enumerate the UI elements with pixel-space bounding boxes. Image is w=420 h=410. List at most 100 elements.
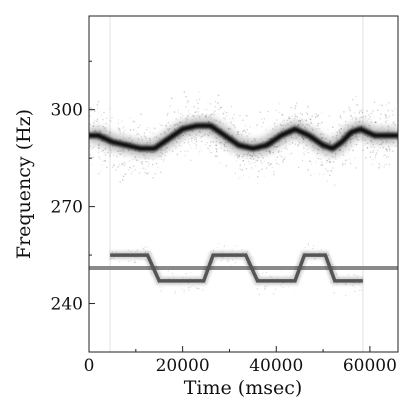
- noise-speckle: [197, 107, 199, 109]
- noise-speckle: [329, 174, 331, 177]
- noise-speckle: [298, 166, 300, 169]
- noise-speckle: [360, 116, 362, 118]
- noise-speckle: [324, 154, 326, 156]
- noise-speckle: [242, 155, 244, 158]
- noise-speckle: [232, 119, 235, 121]
- noise-speckle: [306, 250, 309, 252]
- noise-speckle: [181, 288, 183, 290]
- noise-speckle: [305, 150, 307, 152]
- noise-speckle: [140, 136, 143, 138]
- noise-speckle: [356, 104, 359, 106]
- noise-speckle: [214, 100, 217, 103]
- noise-speckle: [127, 261, 129, 263]
- noise-speckle: [340, 128, 342, 130]
- noise-speckle: [305, 124, 308, 126]
- noise-speckle: [128, 160, 131, 162]
- noise-speckle: [214, 114, 216, 116]
- noise-speckle: [106, 166, 108, 169]
- noise-speckle: [307, 106, 309, 109]
- noise-speckle: [111, 116, 113, 119]
- noise-speckle: [183, 290, 185, 292]
- noise-speckle: [204, 144, 207, 146]
- noise-speckle: [276, 162, 278, 164]
- noise-speckle: [224, 145, 226, 147]
- noise-speckle: [139, 124, 141, 126]
- noise-speckle: [273, 173, 275, 176]
- noise-speckle: [182, 115, 184, 117]
- noise-speckle: [172, 273, 174, 275]
- noise-speckle: [303, 147, 305, 149]
- noise-speckle: [97, 125, 99, 127]
- noise-speckle: [300, 112, 302, 114]
- noise-speckle: [375, 152, 378, 154]
- noise-speckle: [319, 123, 321, 125]
- noise-speckle: [225, 112, 228, 114]
- noise-speckle: [212, 141, 214, 143]
- noise-speckle: [209, 144, 212, 146]
- noise-speckle: [101, 164, 103, 166]
- noise-speckle: [284, 147, 286, 149]
- noise-speckle: [180, 145, 182, 147]
- noise-speckle: [366, 147, 369, 149]
- noise-speckle: [162, 287, 164, 289]
- noise-speckle: [331, 132, 333, 134]
- noise-speckle: [354, 116, 357, 118]
- noise-speckle: [289, 153, 291, 155]
- noise-speckle: [311, 115, 313, 117]
- noise-speckle: [381, 126, 384, 128]
- noise-speckle: [374, 121, 376, 123]
- noise-speckle: [167, 270, 169, 272]
- noise-speckle: [370, 112, 372, 114]
- noise-speckle: [262, 272, 264, 274]
- noise-speckle: [270, 163, 272, 165]
- noise-speckle: [323, 133, 325, 136]
- noise-speckle: [248, 160, 250, 163]
- noise-speckle: [351, 145, 353, 147]
- noise-speckle: [220, 142, 222, 144]
- noise-speckle: [367, 114, 370, 116]
- noise-speckle: [196, 287, 198, 289]
- noise-speckle: [321, 164, 324, 166]
- noise-speckle: [258, 170, 260, 172]
- noise-speckle: [187, 141, 189, 144]
- noise-speckle: [233, 113, 235, 116]
- noise-speckle: [373, 101, 376, 103]
- noise-speckle: [394, 107, 396, 110]
- noise-speckle: [136, 250, 138, 252]
- noise-speckle: [263, 118, 265, 120]
- noise-speckle: [345, 120, 347, 123]
- noise-speckle: [136, 160, 138, 162]
- noise-speckle: [242, 160, 245, 162]
- noise-speckle: [365, 157, 367, 159]
- noise-speckle: [123, 131, 125, 133]
- noise-speckle: [282, 286, 284, 288]
- noise-speckle: [208, 149, 210, 151]
- noise-speckle: [163, 131, 165, 133]
- noise-speckle: [385, 115, 387, 117]
- noise-speckle: [215, 141, 217, 143]
- noise-speckle: [262, 157, 264, 159]
- noise-speckle: [358, 289, 361, 291]
- noise-speckle: [315, 128, 317, 130]
- noise-speckle: [244, 250, 246, 252]
- noise-speckle: [133, 121, 135, 123]
- noise-speckle: [327, 135, 329, 137]
- noise-speckle: [394, 124, 396, 126]
- noise-speckle: [159, 155, 161, 157]
- noise-speckle: [355, 95, 357, 97]
- noise-speckle: [310, 118, 312, 120]
- noise-speckle: [205, 113, 208, 115]
- noise-speckle: [233, 124, 235, 127]
- noise-speckle: [303, 152, 305, 154]
- noise-speckle: [326, 162, 328, 164]
- noise-speckle: [127, 260, 130, 262]
- noise-speckle: [275, 159, 277, 161]
- noise-speckle: [267, 134, 269, 136]
- noise-speckle: [112, 166, 114, 168]
- noise-speckle: [144, 161, 147, 163]
- noise-speckle: [257, 159, 259, 161]
- noise-speckle: [130, 167, 132, 169]
- noise-speckle: [135, 130, 138, 133]
- noise-speckle: [102, 125, 104, 128]
- noise-speckle: [312, 247, 314, 250]
